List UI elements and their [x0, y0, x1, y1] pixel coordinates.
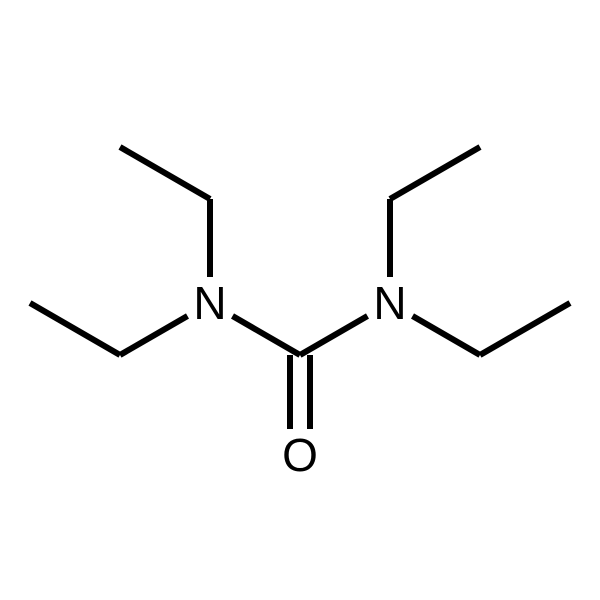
bond — [300, 316, 367, 355]
atom-label-o: O — [282, 429, 318, 481]
bond — [480, 303, 570, 355]
bond — [120, 316, 187, 355]
atom-label-layer: O N N — [193, 277, 406, 481]
atom-label-n: N — [193, 277, 226, 329]
bond — [413, 316, 480, 355]
bond — [390, 147, 480, 199]
bond — [233, 316, 300, 355]
bond-layer — [30, 147, 570, 429]
molecule-diagram: O N N — [0, 0, 600, 600]
atom-label-n: N — [373, 277, 406, 329]
bond — [120, 147, 210, 199]
bond — [30, 303, 120, 355]
